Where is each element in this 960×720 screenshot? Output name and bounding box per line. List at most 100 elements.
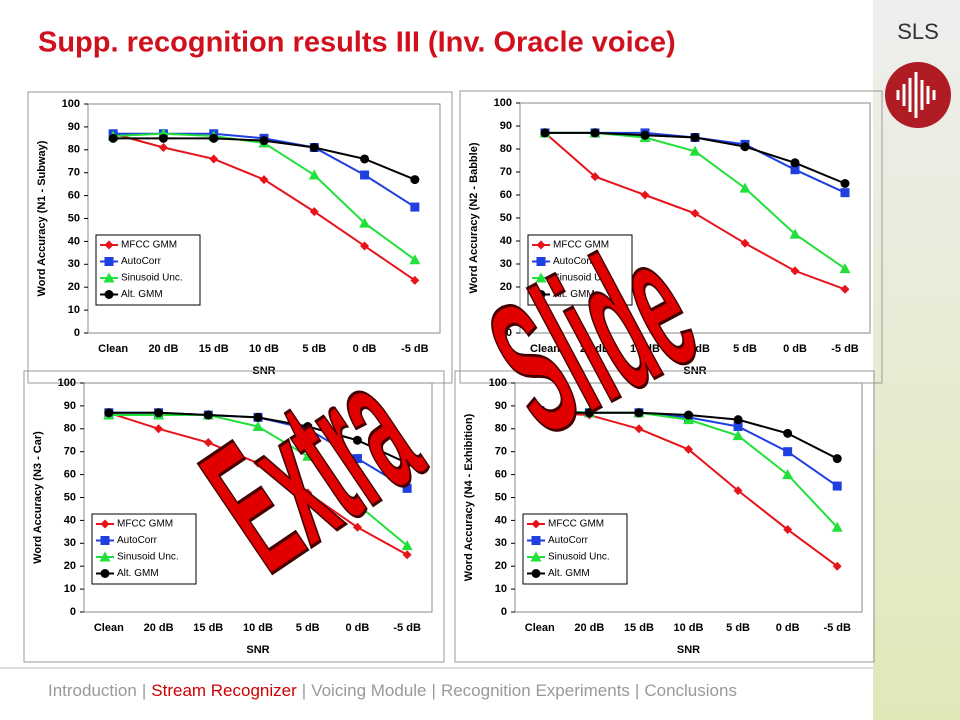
- logo-waves: [896, 72, 936, 118]
- legend-label: Sinusoid Unc.: [117, 552, 179, 563]
- y-tick-label: 90: [68, 121, 80, 133]
- marker: [351, 498, 363, 509]
- x-tick-label: 15 dB: [193, 622, 223, 634]
- x-tick-label: 20 dB: [574, 622, 604, 634]
- x-axis-label: SNR: [246, 644, 269, 656]
- marker: [209, 133, 219, 143]
- marker: [840, 179, 850, 188]
- marker: [203, 410, 213, 420]
- x-tick-label: Clean: [530, 343, 560, 355]
- y-tick-label: 20: [64, 560, 76, 572]
- legend-marker: [100, 519, 110, 529]
- marker: [360, 241, 370, 251]
- y-tick-label: 40: [68, 235, 80, 247]
- marker: [302, 450, 314, 461]
- marker: [360, 170, 370, 180]
- marker: [409, 254, 421, 265]
- marker: [634, 424, 644, 434]
- nav-separator: |: [432, 681, 436, 700]
- legend-label: MFCC GMM: [121, 240, 177, 251]
- y-tick-label: 40: [495, 514, 507, 526]
- legend-marker: [531, 536, 541, 545]
- x-tick-label: 5 dB: [296, 622, 320, 634]
- marker: [104, 408, 114, 418]
- marker: [790, 158, 800, 168]
- marker: [209, 154, 219, 164]
- legend-label: MFCC GMM: [553, 240, 609, 251]
- y-tick-label: 0: [501, 606, 507, 618]
- marker: [410, 175, 420, 185]
- y-tick-label: 70: [495, 446, 507, 458]
- nav-item[interactable]: Recognition Experiments: [441, 681, 630, 700]
- chart-area: [23, 370, 445, 663]
- logo-text: SLS: [897, 19, 939, 44]
- marker: [309, 207, 319, 217]
- x-tick-label: 5 dB: [733, 343, 757, 355]
- marker: [584, 408, 594, 418]
- marker: [684, 444, 693, 454]
- y-tick-label: 50: [64, 491, 76, 503]
- y-tick-label: 90: [64, 400, 76, 412]
- nav-item[interactable]: Stream Recognizer: [151, 681, 297, 700]
- marker: [540, 128, 550, 138]
- marker: [782, 469, 794, 480]
- x-tick-label: -5 dB: [823, 622, 851, 634]
- y-tick-label: 80: [64, 423, 76, 435]
- marker: [590, 128, 600, 138]
- marker: [634, 408, 644, 418]
- marker: [410, 275, 420, 285]
- marker: [402, 458, 412, 468]
- marker: [352, 454, 362, 464]
- y-tick-label: 100: [62, 98, 80, 110]
- y-tick-label: 30: [500, 258, 512, 270]
- nav-item[interactable]: Introduction: [48, 681, 137, 700]
- marker: [303, 422, 313, 432]
- marker: [252, 421, 264, 432]
- y-axis-label: Word Accuracy (N1 - Subway): [36, 140, 48, 296]
- marker: [839, 263, 851, 274]
- legend-marker: [104, 240, 114, 250]
- y-tick-label: 0: [70, 606, 76, 618]
- legend-marker: [536, 290, 546, 299]
- y-tick-label: 0: [506, 327, 512, 339]
- legend-label: MFCC GMM: [548, 519, 604, 530]
- marker: [352, 522, 362, 532]
- y-tick-label: 70: [64, 446, 76, 458]
- x-tick-label: Clean: [98, 343, 128, 355]
- legend-marker: [535, 272, 547, 283]
- y-tick-label: 30: [68, 258, 80, 270]
- marker: [108, 133, 118, 143]
- marker: [684, 410, 693, 420]
- marker: [732, 430, 744, 441]
- marker: [733, 422, 743, 432]
- x-tick-label: 20 dB: [144, 622, 174, 634]
- legend-label: AutoCorr: [548, 535, 589, 546]
- chart-area: [454, 370, 875, 663]
- y-tick-label: 30: [495, 537, 507, 549]
- nav-separator: |: [142, 681, 146, 700]
- y-tick-label: 20: [500, 281, 512, 293]
- marker: [535, 408, 545, 418]
- slide-title: Supp. recognition results III (Inv. Orac…: [38, 27, 676, 59]
- marker: [259, 175, 269, 185]
- x-tick-label: 15 dB: [630, 343, 660, 355]
- nav-item[interactable]: Conclusions: [644, 681, 737, 700]
- legend-marker: [100, 569, 110, 578]
- x-tick-label: 0 dB: [353, 343, 377, 355]
- y-tick-label: 10: [495, 583, 507, 595]
- y-axis-label: Word Accuracy (N4 - Exhibition): [463, 413, 475, 581]
- y-tick-label: 80: [495, 423, 507, 435]
- marker: [832, 561, 842, 571]
- x-tick-label: -5 dB: [401, 343, 429, 355]
- marker: [359, 217, 371, 228]
- legend-marker: [536, 257, 546, 266]
- y-tick-label: 60: [495, 469, 507, 481]
- y-tick-label: 50: [68, 212, 80, 224]
- x-tick-label: 5 dB: [726, 622, 750, 634]
- nav-item[interactable]: Voicing Module: [311, 681, 426, 700]
- marker: [832, 454, 842, 464]
- marker: [158, 143, 168, 153]
- marker: [158, 133, 168, 143]
- legend-marker: [536, 240, 546, 250]
